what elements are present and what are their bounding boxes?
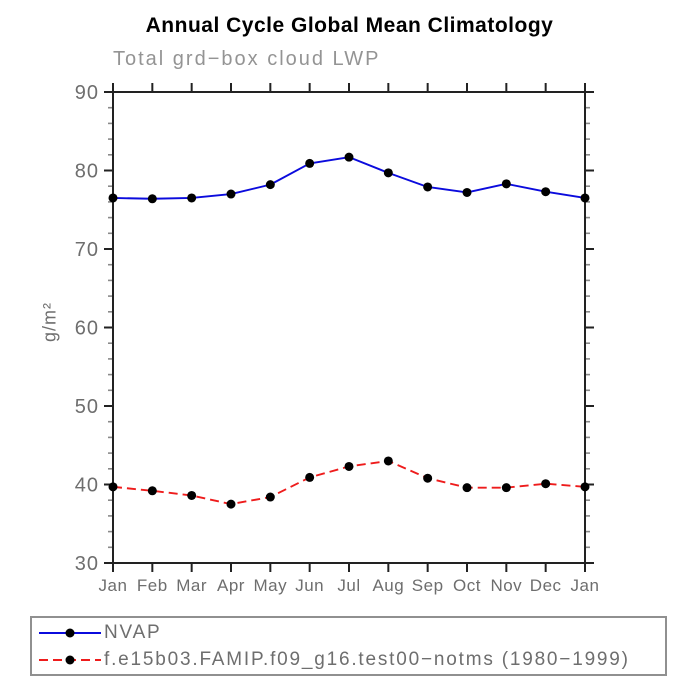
plot-box (112, 91, 586, 564)
series-0-point-Jun (305, 158, 315, 168)
y-tick-label: 30 (75, 553, 99, 575)
legend-label: NVAP (104, 621, 162, 643)
chart-title: Annual Cycle Global Mean Climatology (145, 14, 554, 37)
series-0-point-Apr (226, 189, 236, 199)
series-0-point-Nov (501, 179, 511, 189)
legend-line-sample-dashed (39, 655, 101, 664)
x-tick-label: May (254, 576, 288, 595)
series-0-point-Jul (344, 152, 354, 162)
x-tick-label: Oct (453, 576, 481, 595)
chart-subtitle: Total grd−box cloud LWP (113, 48, 381, 70)
series-line-0 (112, 156, 586, 200)
x-tick-label: Jul (337, 576, 360, 595)
y-tick-label: 80 (75, 161, 99, 183)
series-1-point-Jun (305, 472, 315, 482)
series-1-point-Jul (344, 461, 354, 471)
series-0-point-Aug (383, 168, 393, 178)
series-1-point-Apr (226, 499, 236, 509)
x-tick-label: Apr (217, 576, 245, 595)
series-1-point-Dec (541, 479, 551, 489)
series-1-point-Jan (580, 482, 590, 492)
x-tick-label: Sep (412, 576, 444, 595)
legend-label: f.e15b03.FAMIP.f09_g16.test00−notms (198… (104, 648, 630, 670)
x-tick-label: Feb (137, 576, 168, 595)
legend-box: NVAP f.e15b03.FAMIP.f09_g16.test00−notms… (30, 616, 667, 676)
x-tick-label: Jan (571, 576, 600, 595)
series-0-point-Sep (423, 182, 433, 192)
series-1-point-Nov (501, 483, 511, 493)
y-tick-label: 60 (75, 318, 99, 340)
series-0-point-Feb (147, 194, 157, 204)
series-0-point-Jan (108, 193, 118, 203)
legend-line-sample-solid (39, 628, 101, 637)
y-tick-label: 50 (75, 396, 99, 418)
y-tick-label: 70 (75, 239, 99, 261)
series-0-point-Mar (187, 193, 197, 203)
series-0-point-Dec (541, 187, 551, 197)
series-0-point-Jan (580, 193, 590, 203)
series-0-point-Oct (462, 187, 472, 197)
x-tick-label: Jan (99, 576, 128, 595)
x-tick-label: Dec (530, 576, 562, 595)
legend-item-nvap: NVAP (38, 619, 665, 646)
series-1-point-Sep (423, 473, 433, 483)
legend-item-model: f.e15b03.FAMIP.f09_g16.test00−notms (198… (38, 646, 665, 673)
series-0-point-May (265, 180, 275, 190)
series-1-point-Feb (147, 486, 157, 496)
series-1-point-Jan (108, 482, 118, 492)
x-tick-label: Mar (176, 576, 207, 595)
series-1-point-Oct (462, 483, 472, 493)
x-tick-label: Aug (372, 576, 404, 595)
series-1-point-Aug (383, 456, 393, 466)
series-1-point-May (265, 492, 275, 502)
legend-marker-dot (65, 628, 75, 637)
y-tick-label: 90 (75, 82, 99, 104)
series-1-point-Mar (187, 490, 197, 500)
x-tick-label: Jun (295, 576, 324, 595)
legend-marker-dot (65, 655, 75, 664)
x-tick-label: Nov (490, 576, 522, 595)
y-tick-label: 40 (75, 475, 99, 497)
